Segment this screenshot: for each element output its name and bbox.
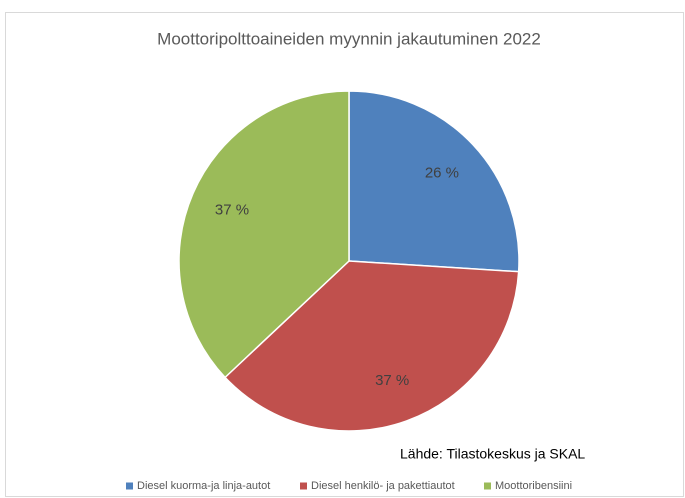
source-note: Lähde: Tilastokeskus ja SKAL — [400, 446, 585, 462]
value-label: 37 % — [215, 201, 249, 218]
chart-title: Moottoripolttoaineiden myynnin jakautumi… — [157, 29, 541, 48]
legend-swatch — [126, 482, 133, 490]
legend-label: Moottoribensiini — [495, 480, 572, 492]
legend-swatch — [300, 482, 307, 490]
pie-slice — [178, 90, 350, 379]
value-label: 26 % — [425, 165, 459, 182]
legend-label: Diesel kuorma-ja linja-autot — [137, 480, 270, 492]
value-label: 37 % — [375, 372, 409, 389]
legend-swatch — [484, 482, 491, 490]
pie-slice — [348, 90, 520, 273]
pie-slice — [224, 260, 520, 432]
legend-label: Diesel henkilö- ja pakettiautot — [311, 480, 455, 492]
